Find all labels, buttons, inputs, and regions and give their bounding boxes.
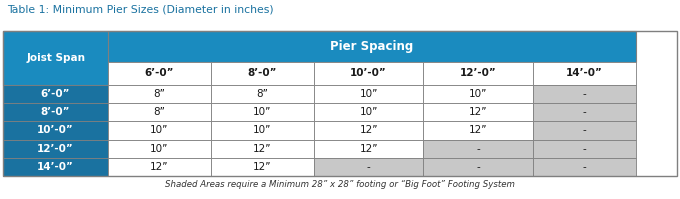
Text: 10”: 10” [150,125,169,135]
Bar [3,158,107,176]
Text: 12”: 12” [253,162,271,172]
Bar [211,139,313,158]
Text: 10”: 10” [253,125,271,135]
Bar [3,139,107,158]
Bar [424,158,533,176]
Text: 10”: 10” [360,107,378,117]
Text: 10’-0”: 10’-0” [37,125,74,135]
Bar [533,62,636,85]
Text: 12”: 12” [253,144,271,154]
Bar [424,85,533,103]
Text: 8’-0”: 8’-0” [41,107,70,117]
Bar [313,158,424,176]
Bar [533,139,636,158]
Bar [107,31,636,62]
Text: 12’-0”: 12’-0” [37,144,74,154]
Bar [3,31,677,176]
Text: 8’-0”: 8’-0” [248,68,277,78]
Text: -: - [583,144,587,154]
Bar [424,139,533,158]
Text: 12”: 12” [359,125,378,135]
Text: -: - [477,144,480,154]
Text: 12”: 12” [359,144,378,154]
Bar [107,103,211,121]
Text: 12”: 12” [469,125,488,135]
Text: -: - [583,125,587,135]
Bar [533,85,636,103]
Bar [3,103,107,121]
Text: 10’-0”: 10’-0” [350,68,387,78]
Text: 14’-0”: 14’-0” [566,68,603,78]
Text: Shaded Areas require a Minimum 28” x 28” footing or “Big Foot” Footing System: Shaded Areas require a Minimum 28” x 28”… [165,180,515,189]
Bar [211,121,313,139]
Text: -: - [367,162,371,172]
Text: 14’-0”: 14’-0” [37,162,74,172]
Bar [107,62,211,85]
Text: -: - [477,162,480,172]
Text: Pier Spacing: Pier Spacing [330,40,413,53]
Bar [424,121,533,139]
Bar [211,158,313,176]
Text: 12’-0”: 12’-0” [460,68,496,78]
Text: 10”: 10” [469,89,488,99]
Bar [313,62,424,85]
Text: -: - [583,107,587,117]
Bar [313,139,424,158]
Text: 10”: 10” [360,89,378,99]
Bar [424,103,533,121]
Text: -: - [583,89,587,99]
Bar [107,85,211,103]
Text: -: - [583,162,587,172]
Bar [107,121,211,139]
Text: Joist Span: Joist Span [26,53,85,63]
Text: 12”: 12” [150,162,169,172]
Bar [533,158,636,176]
Text: 10”: 10” [150,144,169,154]
Bar [211,85,313,103]
Bar [107,139,211,158]
Text: 8”: 8” [153,107,165,117]
Bar [533,103,636,121]
Bar [424,62,533,85]
Bar [313,85,424,103]
Bar [533,121,636,139]
Text: 8”: 8” [256,89,268,99]
Text: 6’-0”: 6’-0” [41,89,70,99]
Bar [211,62,313,85]
Bar [107,158,211,176]
Text: 8”: 8” [153,89,165,99]
Bar [313,121,424,139]
Text: Table 1: Minimum Pier Sizes (Diameter in inches): Table 1: Minimum Pier Sizes (Diameter in… [7,5,273,15]
Bar [3,31,107,85]
Bar [3,85,107,103]
Bar [211,103,313,121]
Bar [313,103,424,121]
Text: 10”: 10” [253,107,271,117]
Text: 6’-0”: 6’-0” [144,68,174,78]
Text: 12”: 12” [469,107,488,117]
Bar [3,121,107,139]
